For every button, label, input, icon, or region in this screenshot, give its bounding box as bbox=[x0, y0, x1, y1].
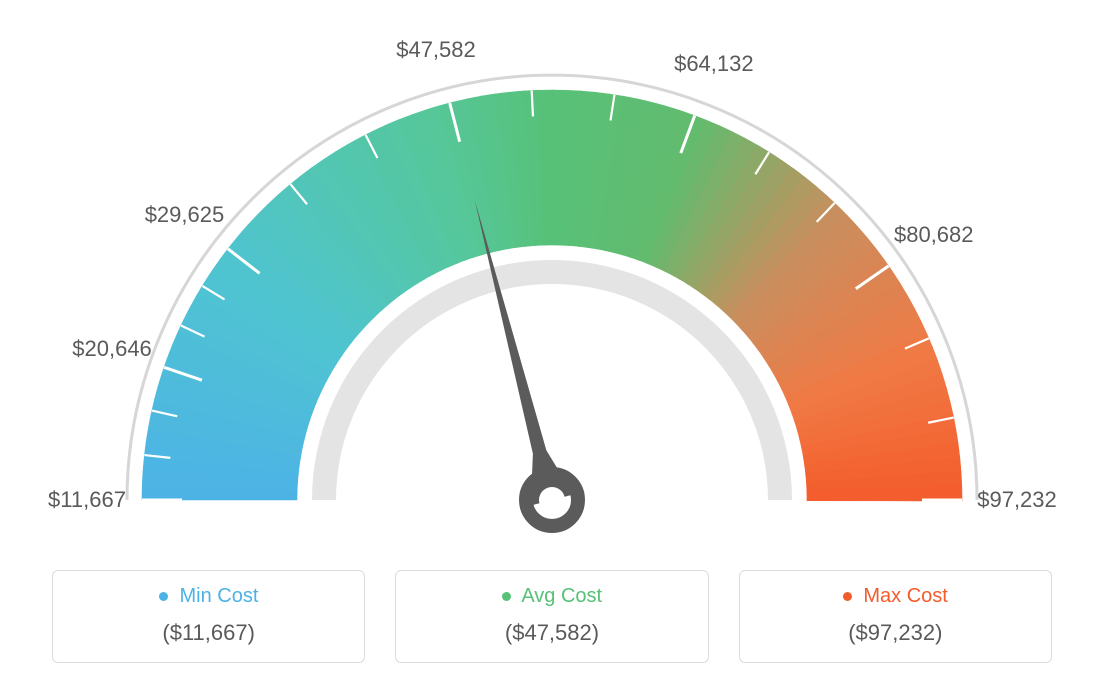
gauge-tick-label: $64,132 bbox=[674, 51, 754, 77]
legend-title-max: Max Cost bbox=[750, 585, 1041, 608]
legend-label: Max Cost bbox=[863, 585, 947, 607]
legend-card-min: Min Cost ($11,667) bbox=[52, 570, 365, 663]
gauge-tick-label: $97,232 bbox=[977, 487, 1057, 513]
legend-label: Min Cost bbox=[179, 585, 258, 607]
legend-title-min: Min Cost bbox=[63, 585, 354, 608]
legend-card-avg: Avg Cost ($47,582) bbox=[395, 570, 708, 663]
legend-title-avg: Avg Cost bbox=[406, 585, 697, 608]
legend-value-max: ($97,232) bbox=[750, 620, 1041, 646]
gauge-band bbox=[142, 90, 962, 501]
gauge-svg bbox=[0, 0, 1104, 560]
gauge-tick-label: $11,667 bbox=[48, 487, 126, 513]
dot-icon bbox=[843, 592, 852, 601]
gauge-tick-label: $47,582 bbox=[396, 37, 476, 63]
gauge-tick-label: $20,646 bbox=[72, 336, 152, 362]
legend-value-avg: ($47,582) bbox=[406, 620, 697, 646]
legend-row: Min Cost ($11,667) Avg Cost ($47,582) Ma… bbox=[52, 570, 1052, 663]
legend-value-min: ($11,667) bbox=[63, 620, 354, 646]
legend-label: Avg Cost bbox=[521, 585, 602, 607]
dot-icon bbox=[159, 592, 168, 601]
dot-icon bbox=[502, 592, 511, 601]
cost-gauge: $11,667 $20,646 $29,625 $47,582 $64,132 $80,6… bbox=[0, 0, 1104, 560]
gauge-tick-label: $80,682 bbox=[894, 222, 974, 248]
needle-hub-hole bbox=[539, 487, 565, 513]
gauge-tick-label: $29,625 bbox=[145, 202, 225, 228]
legend-card-max: Max Cost ($97,232) bbox=[739, 570, 1052, 663]
